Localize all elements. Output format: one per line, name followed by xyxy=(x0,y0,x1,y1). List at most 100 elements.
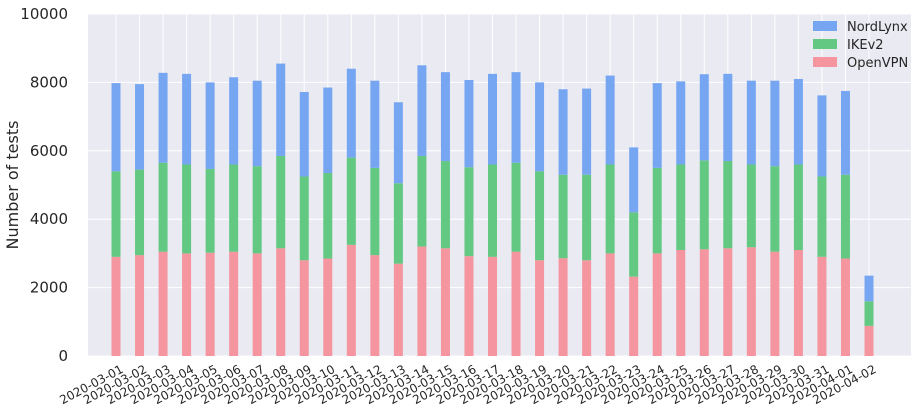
bar-openvpn-2020-03-30 xyxy=(793,249,803,356)
bar-nordlynx-2020-03-17 xyxy=(488,73,497,165)
bar-openvpn-2020-03-12 xyxy=(370,255,380,356)
bar-openvpn-2020-03-29 xyxy=(770,251,780,356)
bar-nordlynx-2020-03-25 xyxy=(676,81,686,165)
bar-nordlynx-2020-03-31 xyxy=(817,95,827,177)
bar-nordlynx-2020-03-03 xyxy=(158,72,168,163)
y-tick-label-2: 4000 xyxy=(30,210,68,228)
bar-ikev2-2020-03-13 xyxy=(393,183,403,264)
legend-label-ikev2: IKEv2 xyxy=(847,38,884,53)
bar-nordlynx-2020-03-20 xyxy=(558,89,568,175)
bar-ikev2-2020-03-15 xyxy=(440,161,450,249)
bar-ikev2-2020-03-04 xyxy=(182,164,192,254)
bar-ikev2-2020-03-17 xyxy=(488,164,497,257)
bar-openvpn-2020-03-31 xyxy=(817,256,827,356)
bar-openvpn-2020-03-03 xyxy=(158,251,168,356)
bar-nordlynx-2020-03-07 xyxy=(252,80,262,167)
bar-ikev2-2020-03-19 xyxy=(535,171,545,261)
bar-nordlynx-2020-03-27 xyxy=(723,73,733,162)
bar-nordlynx-2020-03-05 xyxy=(205,82,215,169)
bar-openvpn-2020-03-24 xyxy=(652,253,662,356)
bar-ikev2-2020-03-06 xyxy=(229,164,239,252)
bar-ikev2-2020-03-08 xyxy=(276,155,286,249)
bar-openvpn-2020-03-05 xyxy=(205,252,215,356)
bar-openvpn-2020-03-26 xyxy=(699,249,709,356)
bar-nordlynx-2020-03-30 xyxy=(793,78,803,165)
bar-ikev2-2020-04-01 xyxy=(840,174,850,259)
bar-ikev2-2020-03-29 xyxy=(770,166,780,252)
bar-nordlynx-2020-03-26 xyxy=(699,74,709,161)
bar-openvpn-2020-03-20 xyxy=(558,258,568,356)
bar-openvpn-2020-03-07 xyxy=(252,253,262,356)
legend-swatch-openvpn xyxy=(813,57,837,67)
bar-nordlynx-2020-03-24 xyxy=(652,83,662,168)
bar-openvpn-2020-03-16 xyxy=(464,256,474,356)
bar-openvpn-2020-03-23 xyxy=(629,276,639,356)
bar-openvpn-2020-03-13 xyxy=(393,263,403,356)
bar-openvpn-2020-03-25 xyxy=(676,249,686,356)
bar-nordlynx-2020-03-28 xyxy=(746,80,756,165)
bar-nordlynx-2020-03-22 xyxy=(605,75,615,165)
bar-ikev2-2020-03-28 xyxy=(746,164,756,248)
bar-nordlynx-2020-03-11 xyxy=(346,68,356,158)
bar-ikev2-2020-03-01 xyxy=(111,171,121,257)
bar-ikev2-2020-03-31 xyxy=(817,176,827,257)
bar-openvpn-2020-03-02 xyxy=(135,255,145,356)
y-tick-label-5: 10000 xyxy=(20,5,68,23)
bar-nordlynx-2020-03-23 xyxy=(629,147,639,213)
bar-ikev2-2020-03-25 xyxy=(676,164,686,250)
bar-ikev2-2020-03-27 xyxy=(723,161,733,249)
bar-ikev2-2020-04-02 xyxy=(864,301,874,326)
bar-nordlynx-2020-03-13 xyxy=(393,102,403,184)
x-axis-ticks: 2020-03-012020-03-022020-03-032020-03-04… xyxy=(57,362,878,407)
bar-ikev2-2020-03-12 xyxy=(370,167,380,256)
bar-nordlynx-2020-03-18 xyxy=(511,72,521,163)
bar-openvpn-2020-03-04 xyxy=(182,253,192,356)
bar-openvpn-2020-03-18 xyxy=(511,251,521,356)
y-tick-label-3: 6000 xyxy=(30,142,68,160)
bar-nordlynx-2020-03-12 xyxy=(370,80,380,168)
legend: NordLynx IKEv2 OpenVPN xyxy=(813,20,908,71)
bar-ikev2-2020-03-09 xyxy=(299,176,309,261)
bar-openvpn-2020-03-15 xyxy=(440,248,450,356)
bar-nordlynx-2020-03-14 xyxy=(417,65,427,156)
y-tick-label-4: 8000 xyxy=(30,73,68,91)
y-tick-label-1: 2000 xyxy=(30,279,68,297)
bar-ikev2-2020-03-22 xyxy=(605,164,615,254)
bar-openvpn-2020-03-10 xyxy=(323,258,333,356)
bar-openvpn-2020-03-22 xyxy=(605,253,615,356)
bar-ikev2-2020-03-18 xyxy=(511,162,521,252)
bar-openvpn-2020-03-01 xyxy=(111,256,121,356)
legend-label-openvpn: OpenVPN xyxy=(847,56,908,71)
legend-swatch-nordlynx xyxy=(813,21,837,31)
bar-openvpn-2020-03-11 xyxy=(346,244,356,356)
bar-ikev2-2020-03-24 xyxy=(652,167,662,254)
bar-nordlynx-2020-03-16 xyxy=(464,80,474,168)
bar-ikev2-2020-03-03 xyxy=(158,162,168,252)
bar-nordlynx-2020-04-01 xyxy=(840,90,850,175)
bar-openvpn-2020-03-09 xyxy=(299,260,309,356)
bar-ikev2-2020-03-14 xyxy=(417,155,427,247)
bar-ikev2-2020-03-02 xyxy=(135,169,145,256)
bars-group xyxy=(111,63,874,356)
bar-nordlynx-2020-04-02 xyxy=(864,275,874,302)
bar-nordlynx-2020-03-19 xyxy=(535,82,545,172)
bar-nordlynx-2020-03-21 xyxy=(582,88,592,175)
bar-nordlynx-2020-03-09 xyxy=(299,91,309,177)
y-axis-label: Number of tests xyxy=(3,121,22,250)
bar-ikev2-2020-03-23 xyxy=(629,212,639,277)
bar-ikev2-2020-03-07 xyxy=(252,166,262,254)
bar-openvpn-2020-03-08 xyxy=(276,248,286,356)
bar-openvpn-2020-03-21 xyxy=(582,260,592,356)
bar-nordlynx-2020-03-15 xyxy=(440,72,450,162)
bar-nordlynx-2020-03-02 xyxy=(135,84,145,170)
bar-nordlynx-2020-03-01 xyxy=(111,83,121,172)
legend-label-nordlynx: NordLynx xyxy=(847,20,908,35)
y-axis-ticks: 0 2000 4000 6000 8000 10000 xyxy=(20,5,68,365)
bar-openvpn-2020-03-28 xyxy=(746,247,756,356)
bar-nordlynx-2020-03-10 xyxy=(323,87,333,174)
bar-ikev2-2020-03-21 xyxy=(582,174,592,261)
bar-nordlynx-2020-03-06 xyxy=(229,77,239,165)
y-tick-label-0: 0 xyxy=(58,347,68,365)
bar-openvpn-2020-04-01 xyxy=(840,258,850,356)
